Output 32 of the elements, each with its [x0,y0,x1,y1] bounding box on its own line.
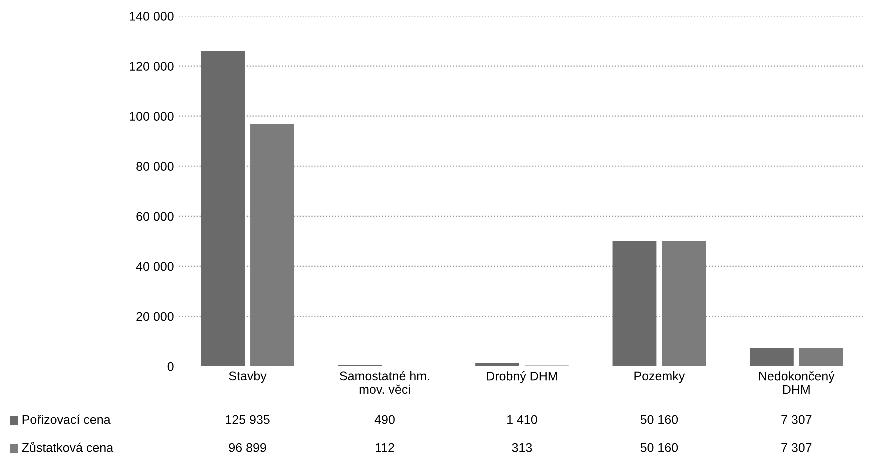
x-tick-label: Stavby [229,371,267,384]
data-label: 125 935 [226,415,270,424]
bar [476,363,520,367]
data-label: 313 [512,443,532,452]
data-label: 1 410 [508,415,538,424]
legend-label: Pořizovací cena [22,414,111,424]
y-tick-label: 140 000 [130,12,174,21]
x-tick-label: Samostatné hm. mov. věci [340,371,430,394]
y-tick-label: 0 [168,362,174,372]
y-tick-label: 20 000 [136,312,174,322]
data-label: 7 307 [782,443,812,452]
bar [201,51,246,367]
data-label: 50 160 [640,415,678,424]
y-tick-label: 100 000 [130,112,174,121]
data-label: 96 899 [229,443,266,452]
x-tick-label: Nedokončený DHM [759,371,835,394]
bar [799,348,844,367]
bar [662,241,706,367]
data-label: 112 [376,443,394,452]
data-label: 7 307 [782,415,812,424]
bar [612,241,657,367]
y-tick-label: 60 000 [136,212,174,222]
y-tick-label: 80 000 [136,162,174,172]
bar [250,124,294,367]
data-label: 50 160 [640,443,678,452]
y-tick-label: 40 000 [136,262,174,272]
x-tick-label: Drobný DHM [487,371,558,384]
data-label: 490 [374,415,395,424]
legend-label: Zůstatková cena [22,442,114,452]
bar [750,348,794,367]
x-tick-label: Pozemky [634,371,686,384]
y-tick-label: 120 000 [130,62,174,71]
